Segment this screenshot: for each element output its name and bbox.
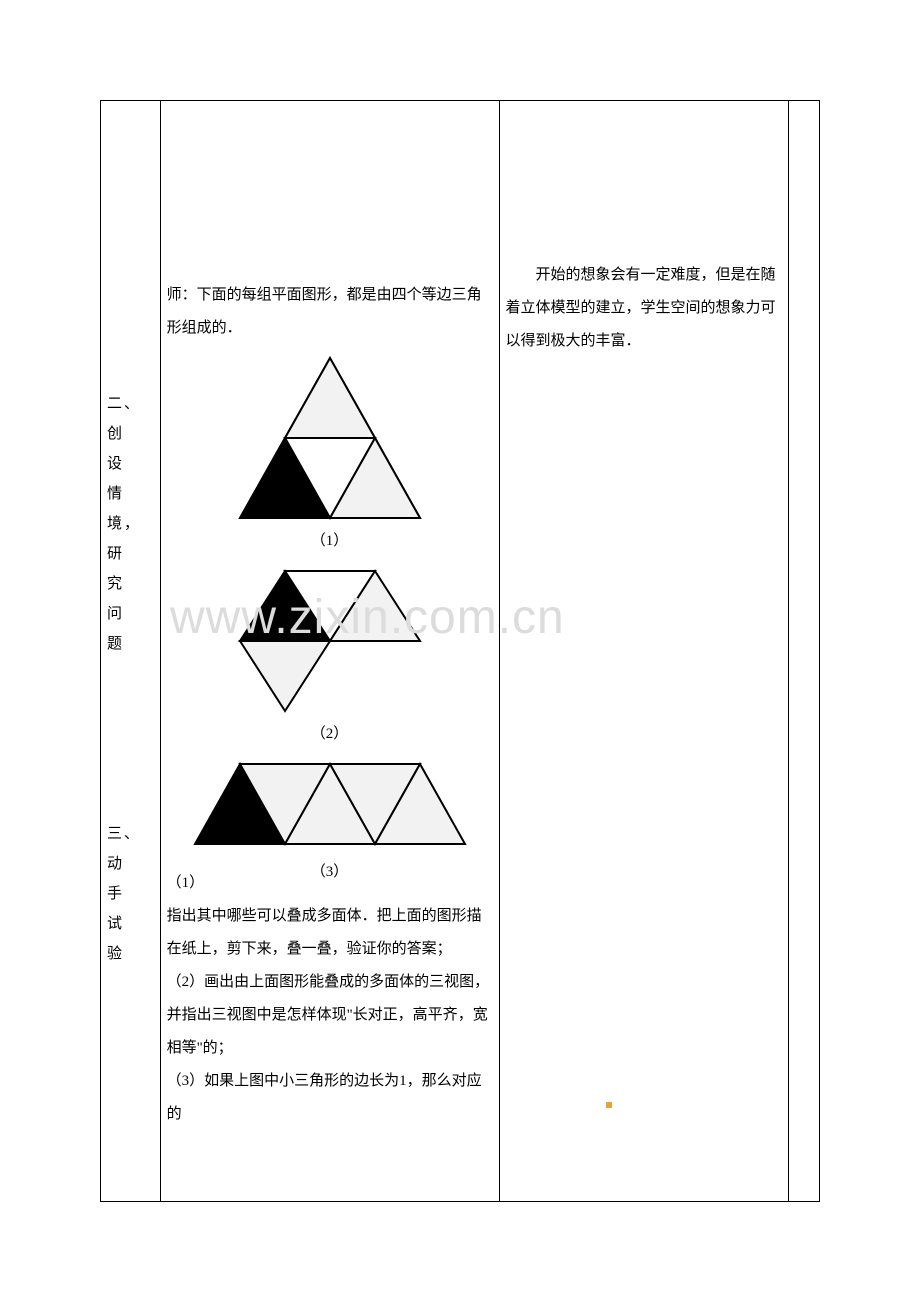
s2-l2: 境，研 [107, 509, 154, 569]
s2-l0: 二、创 [107, 389, 154, 449]
figure-1-caption: （1） [167, 525, 493, 558]
q3-text: （3）如果上图中小三角形的边长为1，那么对应的 [167, 1065, 493, 1131]
figure-3-svg [185, 759, 475, 854]
s3-l0: 三、动 [107, 819, 154, 879]
q2-text: （2）画出由上面图形能叠成的多面体的三视图，并指出三视图中是怎样体现"长对正，高… [167, 966, 493, 1065]
layout-table: 二、创 设 情 境，研 究 问 题 三、动 手 试 验 师：下面 [100, 100, 820, 1202]
s2-l3: 究 问 [107, 569, 154, 629]
q1-text: 指出其中哪些可以叠成多面体．把上面的图形描在纸上，剪下来，叠一叠，验证你的答案； [167, 900, 493, 966]
section-2-label: 二、创 设 情 境，研 究 问 题 [107, 389, 154, 659]
s3-l2: 验 [107, 939, 154, 969]
intro-text: 师：下面的每组平面图形，都是由四个等边三角形组成的． [167, 279, 493, 345]
figure-1-svg [230, 353, 430, 523]
s2-l4: 题 [107, 629, 154, 659]
figure-2-caption: （2） [167, 718, 493, 751]
col4-cell [789, 101, 820, 1202]
col1-cell: 二、创 设 情 境，研 究 问 题 三、动 手 试 验 [101, 101, 161, 1202]
col3-cell: 开始的想象会有一定难度，但是在随着立体模型的建立，学生空间的想象力可以得到极大的… [499, 101, 789, 1202]
col3-text: 开始的想象会有一定难度，但是在随着立体模型的建立，学生空间的想象力可以得到极大的… [506, 259, 783, 358]
figure-1: （1） [167, 353, 493, 558]
figure-2-svg [210, 566, 450, 716]
decorative-dot-icon [606, 1102, 612, 1108]
s2-l1: 设 情 [107, 449, 154, 509]
s3-l1: 手 试 [107, 879, 154, 939]
figure-2: （2） [167, 566, 493, 751]
section-3-label: 三、动 手 试 验 [107, 819, 154, 969]
col2-cell: 师：下面的每组平面图形，都是由四个等边三角形组成的． [160, 101, 499, 1202]
